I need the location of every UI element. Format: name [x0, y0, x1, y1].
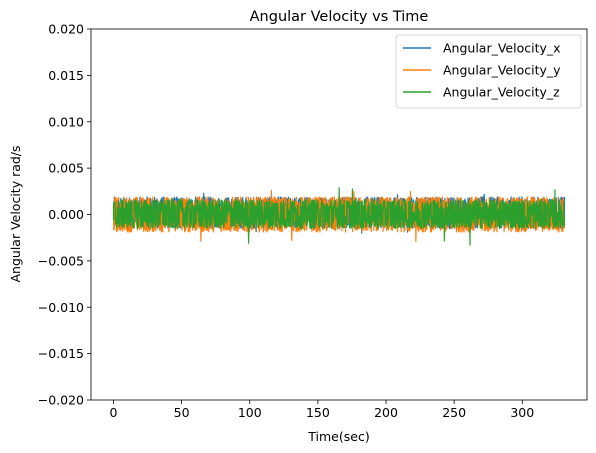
x-tick-label: 0 — [110, 405, 118, 420]
y-tick-label: −0.010 — [38, 300, 84, 315]
series-layer — [112, 187, 566, 246]
legend-box — [395, 34, 582, 109]
y-tick-label: −0.020 — [38, 393, 84, 408]
y-axis-label: Angular Velocity rad/s — [8, 145, 23, 282]
legend-label: Angular_Velocity_y — [443, 63, 561, 78]
x-tick-label: 300 — [510, 405, 534, 420]
x-tick-label: 50 — [174, 405, 190, 420]
x-tick-label: 250 — [442, 405, 466, 420]
series-line-angular-velocity-z — [112, 187, 566, 246]
y-tick-label: −0.005 — [38, 253, 84, 268]
chart-title: Angular Velocity vs Time — [250, 9, 429, 25]
legend: Angular_Velocity_x Angular_Velocity_y Angu… — [395, 34, 582, 109]
y-tick-label: −0.015 — [38, 346, 84, 361]
y-tick-label: 0.000 — [48, 207, 84, 222]
x-tick-label: 100 — [238, 405, 262, 420]
y-tick-label: 0.015 — [48, 68, 84, 83]
y-tick-label: 0.010 — [48, 114, 84, 129]
x-tick-label: 200 — [374, 405, 398, 420]
x-axis-label: Time(sec) — [307, 429, 369, 444]
legend-label: Angular_Velocity_x — [443, 41, 561, 56]
y-tick-label: 0.020 — [48, 22, 84, 37]
y-tick-label: 0.005 — [48, 161, 84, 176]
y-axis: 0.020 0.015 0.010 0.005 0.000 −0.005 −0.010 −0.… — [38, 22, 91, 408]
legend-label: Angular_Velocity_z — [443, 85, 560, 100]
x-tick-label: 150 — [306, 405, 330, 420]
x-axis: 0 50 100 150 200 250 300 — [110, 400, 534, 420]
